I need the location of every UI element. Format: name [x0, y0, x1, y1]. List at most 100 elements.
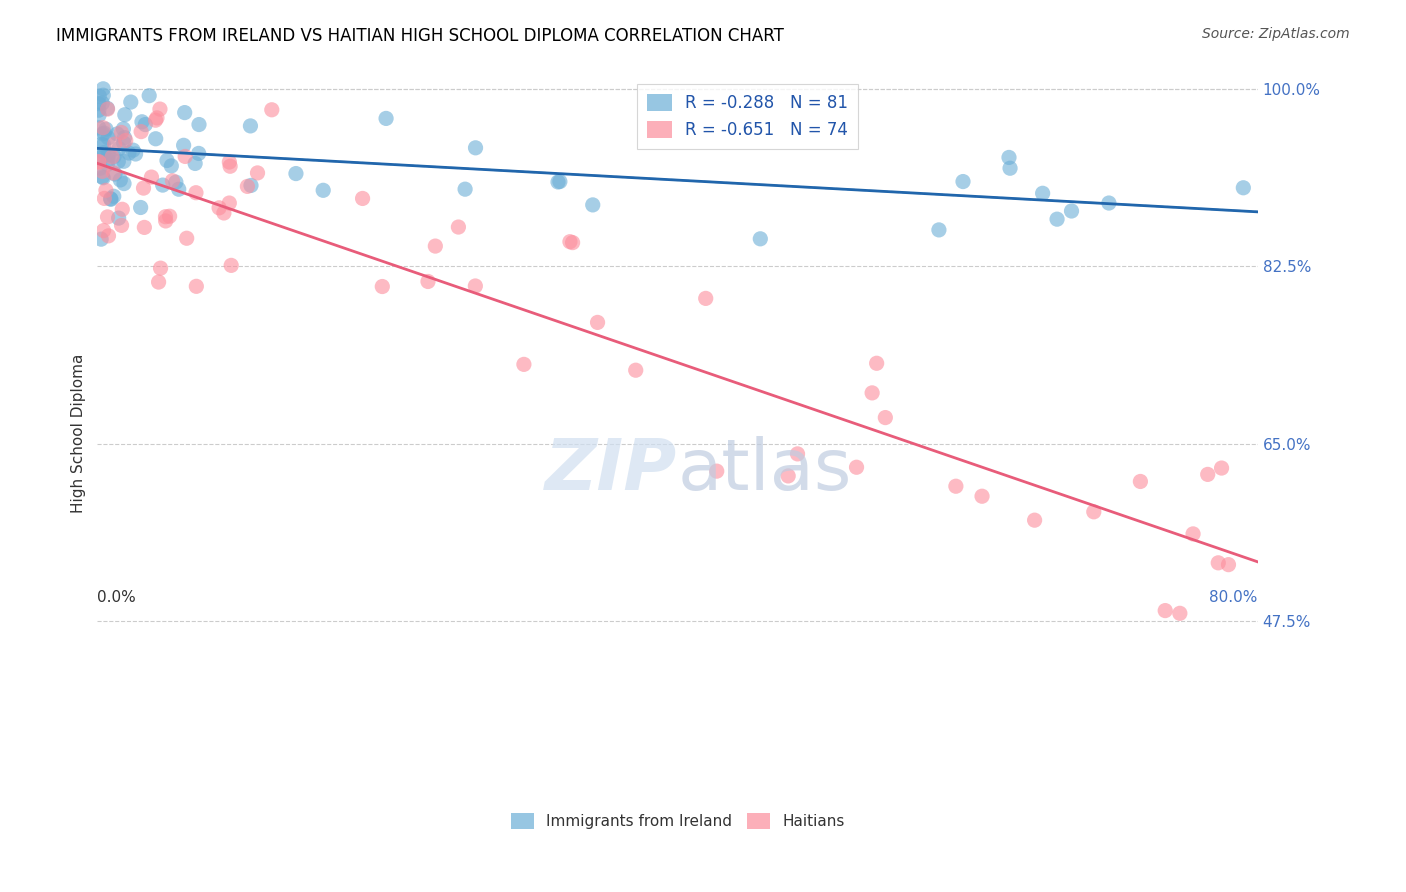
Point [103, 166, 125, 180]
Point [90, 232, 112, 246]
Point [97, 147, 120, 161]
Point [561, 235, 583, 250]
Point [103, 189, 125, 203]
Point [212, 206, 235, 220]
Point [97, 131, 120, 145]
Point [1060, 204, 1083, 219]
Point [866, 356, 889, 370]
Point [162, 174, 184, 188]
Point [149, 102, 172, 116]
Point [111, 202, 134, 217]
Text: ZIP: ZIP [546, 435, 678, 505]
Point [120, 95, 142, 109]
Point [174, 149, 197, 163]
Point [464, 141, 486, 155]
Point [112, 177, 135, 191]
Point [118, 146, 141, 161]
Point [218, 155, 240, 169]
Point [87, 120, 110, 135]
Point [312, 183, 335, 197]
Point [928, 223, 950, 237]
Point [108, 141, 131, 155]
Point [156, 153, 179, 168]
Point [129, 125, 152, 139]
Point [695, 292, 717, 306]
Point [96, 210, 118, 224]
Point [184, 186, 207, 200]
Point [138, 88, 160, 103]
Point [89, 151, 111, 165]
Point [860, 385, 883, 400]
Point [186, 279, 208, 293]
Point [152, 178, 174, 193]
Point [1083, 505, 1105, 519]
Point [176, 231, 198, 245]
Point [112, 136, 135, 150]
Point [131, 115, 153, 129]
Point [114, 133, 136, 147]
Point [464, 279, 486, 293]
Point [1197, 467, 1219, 482]
Point [104, 167, 127, 181]
Point [1032, 186, 1054, 201]
Point [90, 137, 112, 152]
Point [352, 191, 374, 205]
Point [970, 489, 993, 503]
Point [110, 125, 132, 139]
Point [208, 201, 231, 215]
Point [371, 279, 394, 293]
Text: 0.0%: 0.0% [97, 591, 136, 606]
Point [146, 111, 169, 125]
Point [706, 464, 728, 478]
Point [145, 132, 167, 146]
Point [87, 154, 110, 169]
Point [110, 219, 132, 233]
Text: Source: ZipAtlas.com: Source: ZipAtlas.com [1202, 27, 1350, 41]
Point [173, 138, 195, 153]
Point [91, 88, 114, 103]
Text: 80.0%: 80.0% [1209, 591, 1258, 606]
Point [998, 161, 1021, 176]
Point [582, 198, 605, 212]
Point [97, 102, 120, 116]
Point [167, 182, 190, 196]
Point [160, 159, 183, 173]
Point [1046, 212, 1069, 227]
Point [1024, 513, 1046, 527]
Point [110, 173, 132, 187]
Point [93, 191, 115, 205]
Point [91, 96, 114, 111]
Point [87, 103, 110, 118]
Point [246, 166, 269, 180]
Point [547, 175, 569, 189]
Point [112, 121, 135, 136]
Point [107, 154, 129, 169]
Point [114, 108, 136, 122]
Point [87, 96, 110, 111]
Legend: Immigrants from Ireland, Haitians: Immigrants from Ireland, Haitians [505, 806, 851, 835]
Point [260, 103, 283, 117]
Point [97, 153, 120, 167]
Point [91, 120, 114, 135]
Text: atlas: atlas [678, 435, 852, 505]
Point [375, 112, 398, 126]
Point [1168, 607, 1191, 621]
Point [1232, 181, 1254, 195]
Point [240, 178, 263, 193]
Point [114, 130, 136, 145]
Point [586, 315, 609, 329]
Point [875, 410, 897, 425]
Point [103, 149, 125, 163]
Point [454, 182, 477, 196]
Point [155, 210, 177, 224]
Point [173, 105, 195, 120]
Point [124, 147, 146, 161]
Point [998, 151, 1021, 165]
Point [87, 108, 110, 122]
Point [184, 156, 207, 170]
Point [93, 126, 115, 140]
Point [749, 232, 772, 246]
Point [786, 447, 808, 461]
Point [416, 275, 439, 289]
Point [93, 145, 115, 160]
